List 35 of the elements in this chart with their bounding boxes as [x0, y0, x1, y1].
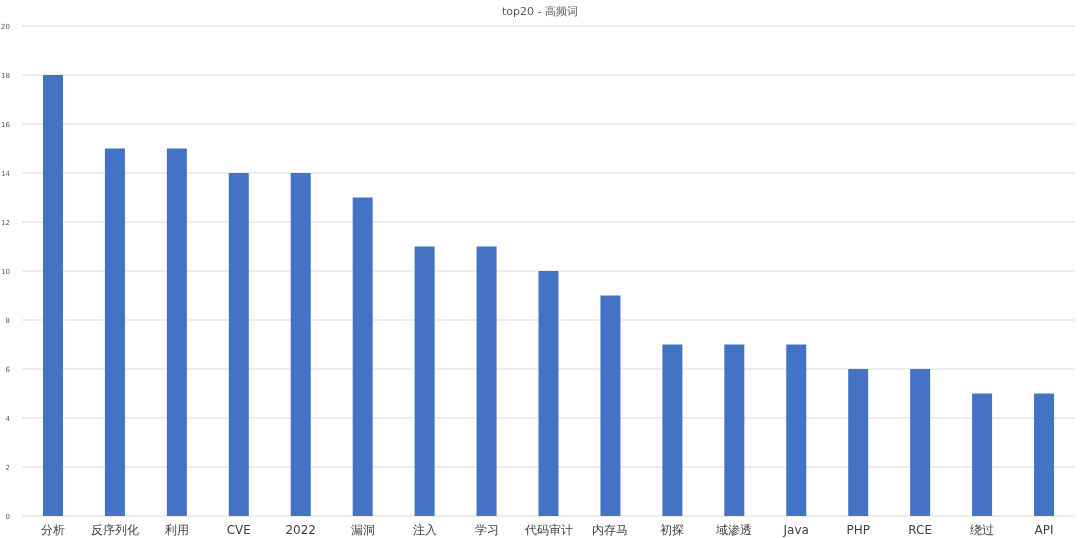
x-tick-label: 学习 [474, 523, 499, 537]
bar [476, 246, 497, 516]
bar [724, 344, 745, 516]
bar [786, 344, 807, 516]
x-tick-label: 反序列化 [90, 523, 139, 537]
bar [600, 295, 621, 516]
x-tick-label: 绕过 [970, 523, 995, 537]
bar [352, 197, 373, 516]
x-tick-label: 漏洞 [350, 523, 375, 537]
x-tick-label: 内存马 [592, 523, 629, 537]
bar [290, 173, 311, 516]
bar [414, 246, 435, 516]
bar [228, 173, 249, 516]
x-tick-label: RCE [908, 523, 932, 537]
x-tick-label: 分析 [40, 523, 65, 537]
bar [848, 369, 869, 516]
x-tick-label: 代码审计 [523, 523, 573, 537]
bar [42, 75, 63, 516]
x-tick-label: CVE [226, 523, 251, 537]
bar [662, 344, 683, 516]
x-tick-label: PHP [846, 523, 870, 537]
x-tick-label: 2022 [285, 523, 317, 537]
bar [538, 271, 559, 516]
x-tick-label: API [1034, 523, 1054, 537]
x-tick-label: Java [782, 523, 809, 537]
x-tick-label: 利用 [164, 523, 189, 537]
bar [972, 393, 993, 516]
x-tick-label: 初探 [660, 523, 685, 537]
bar [104, 148, 125, 516]
bar [910, 369, 931, 516]
x-tick-label: 域渗透 [715, 523, 753, 537]
bar [166, 148, 187, 516]
x-tick-label: 注入 [412, 523, 437, 537]
bar [1034, 393, 1055, 516]
chart-title: top20 - 高频词 [502, 5, 578, 18]
